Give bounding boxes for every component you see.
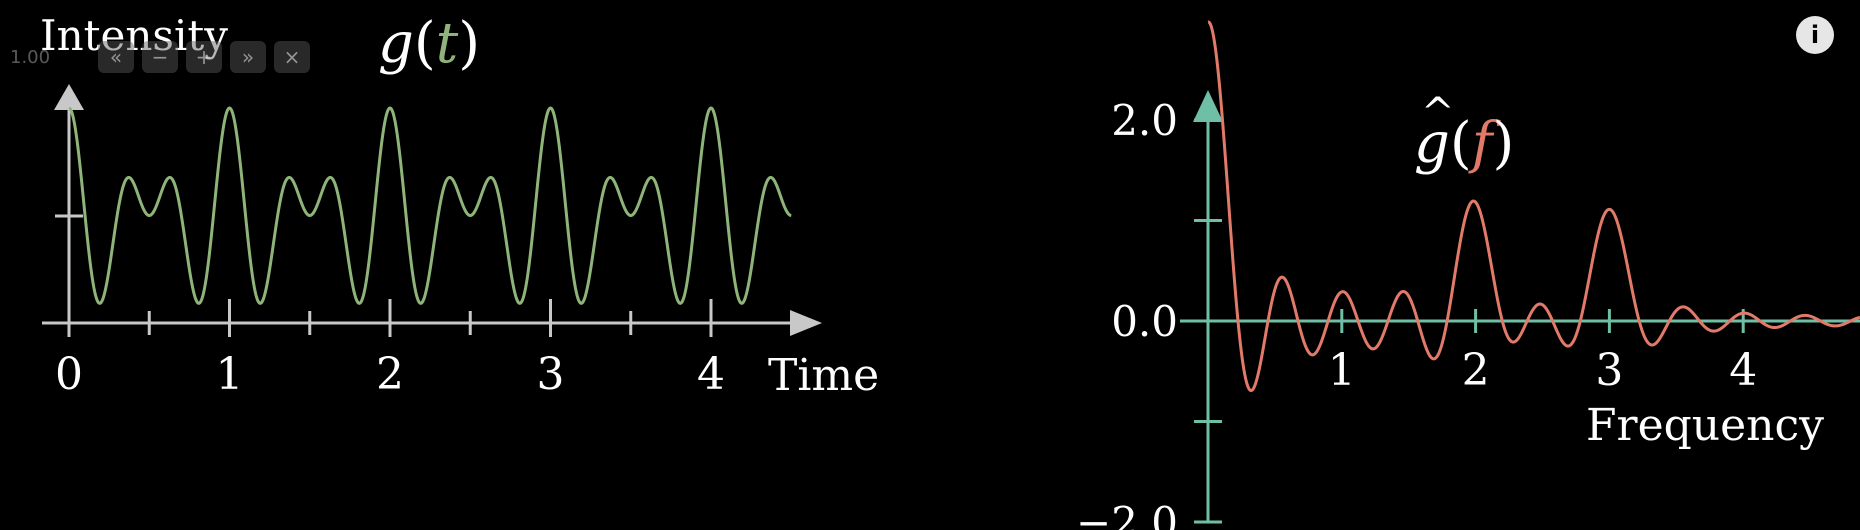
time-x-tick-label: 2 [376, 349, 404, 400]
time-chart: 0 1 2 3 4 Intensity Time g(t) [40, 11, 879, 401]
info-icon: i [1810, 21, 1820, 49]
freq-ticks: 1 2 3 4 2.0 0.0 −2.0 [1076, 96, 1757, 530]
time-series-line [68, 106, 792, 305]
freq-title-func: g [1414, 111, 1450, 176]
playback-controls: 1.00 « − + » × [10, 41, 310, 73]
rewind-button[interactable]: « [98, 41, 134, 73]
freq-title-hat: ^ [1421, 90, 1455, 136]
time-x-tick-label: 3 [537, 349, 565, 400]
freq-title-close: ) [1492, 111, 1514, 176]
time-xlabel: Time [768, 350, 879, 401]
freq-axes [1180, 90, 1860, 522]
zoom-in-button[interactable]: + [186, 41, 222, 73]
forward-icon: » [241, 45, 255, 69]
freq-xlabel: Frequency [1586, 400, 1824, 451]
close-button[interactable]: × [274, 41, 310, 73]
freq-y-tick-label: −2.0 [1076, 498, 1178, 530]
zoom-readout: 1.00 [10, 46, 51, 68]
rewind-icon: « [109, 45, 123, 69]
time-x-tick-label: 0 [55, 349, 83, 400]
time-title-close: ) [458, 11, 480, 76]
frequency-series-line [1207, 20, 1860, 393]
time-title: g(t) [378, 11, 480, 76]
close-icon: × [283, 45, 301, 69]
freq-x-tick-label: 3 [1595, 345, 1623, 396]
freq-y-arrow [1193, 90, 1223, 122]
freq-x-tick-label: 2 [1462, 345, 1490, 396]
freq-y-tick-label: 0.0 [1111, 297, 1178, 346]
minus-icon: − [151, 45, 169, 69]
freq-title: g(f) [1414, 111, 1514, 176]
freq-y-tick-label: 2.0 [1111, 96, 1178, 145]
time-title-open: ( [414, 11, 436, 76]
freq-x-tick-label: 4 [1729, 345, 1757, 396]
time-y-arrow [54, 84, 84, 110]
time-ticks: 0 1 2 3 4 [55, 299, 725, 400]
forward-button[interactable]: » [230, 41, 266, 73]
freq-x-tick-label: 1 [1328, 345, 1356, 396]
plus-icon: + [195, 45, 213, 69]
zoom-out-button[interactable]: − [142, 41, 178, 73]
time-x-tick-label: 4 [697, 349, 725, 400]
time-x-arrow [790, 310, 822, 336]
frequency-chart: 1 2 3 4 2.0 0.0 −2.0 Frequency g(f) ^ [1076, 20, 1860, 530]
time-x-tick-label: 1 [216, 349, 244, 400]
info-button[interactable]: i [1796, 16, 1834, 54]
time-title-var: t [436, 11, 459, 76]
time-title-func: g [378, 11, 414, 76]
freq-title-open: ( [1450, 111, 1472, 176]
time-ylabel: Intensity [40, 11, 228, 60]
time-axes [42, 84, 822, 336]
